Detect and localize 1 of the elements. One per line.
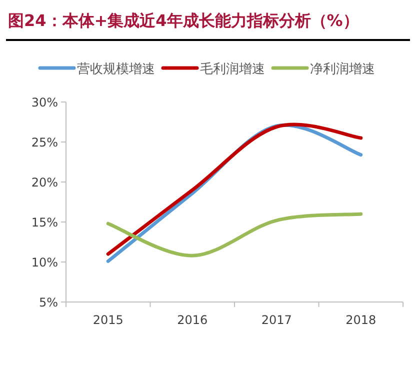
title: 图24：本体+集成近4年成长能力指标分析（%） xyxy=(8,11,359,30)
